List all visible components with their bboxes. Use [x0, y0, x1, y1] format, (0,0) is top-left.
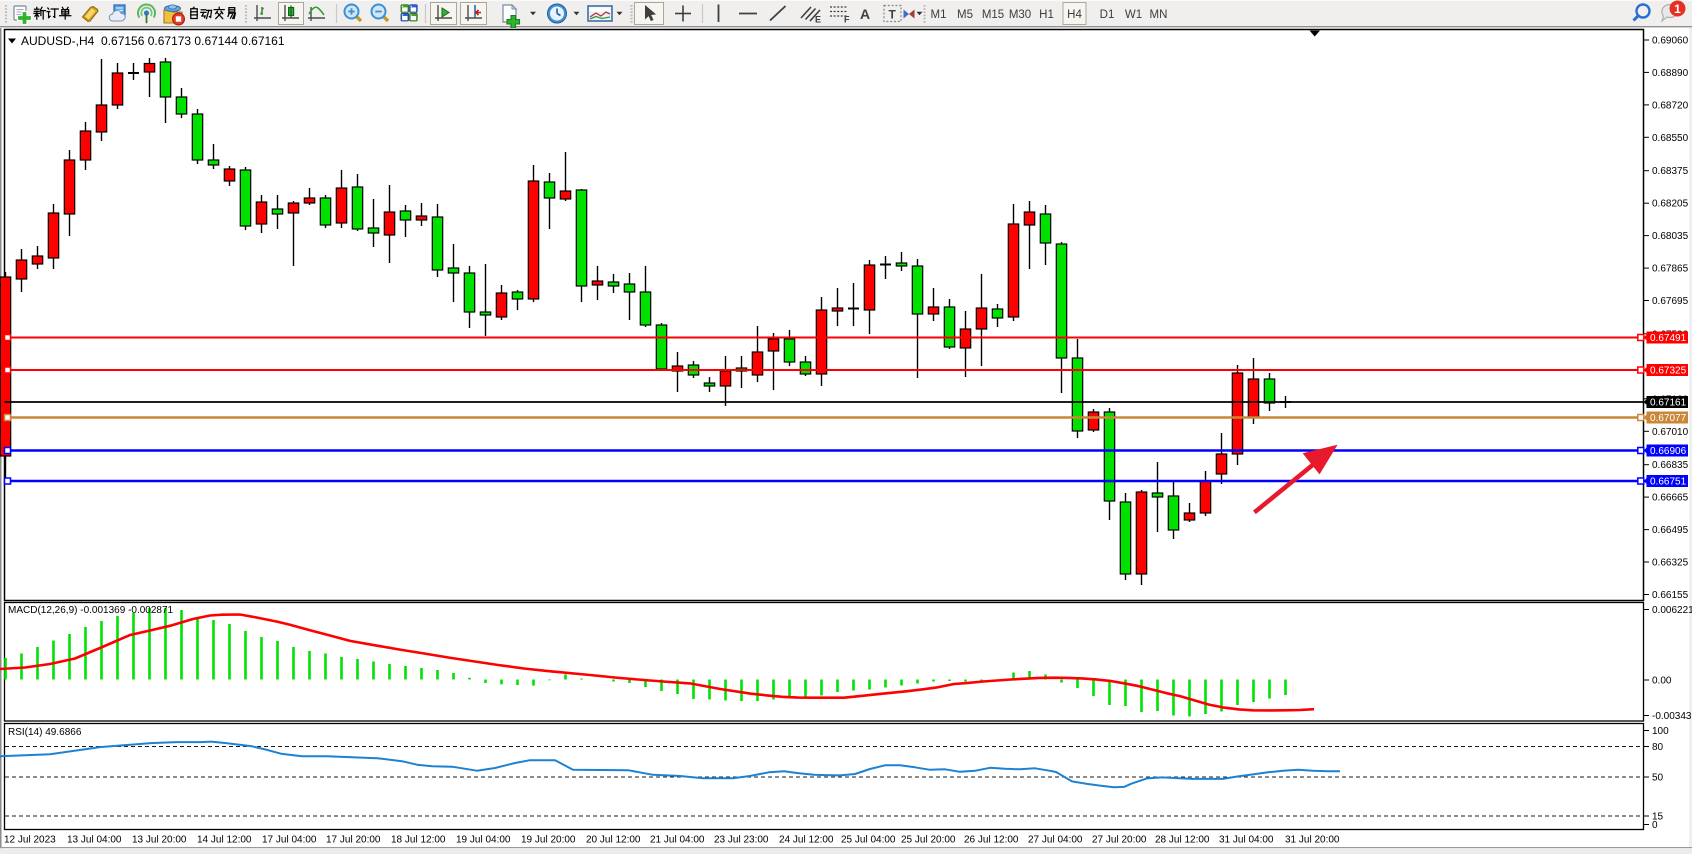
- svg-text:12 Jul 2023: 12 Jul 2023: [4, 835, 56, 846]
- svg-text:21 Jul 04:00: 21 Jul 04:00: [650, 835, 705, 846]
- svg-text:0.66325: 0.66325: [1652, 558, 1689, 569]
- svg-text:17 Jul 20:00: 17 Jul 20:00: [326, 835, 381, 846]
- svg-text:24 Jul 12:00: 24 Jul 12:00: [779, 835, 834, 846]
- svg-text:50: 50: [1652, 773, 1664, 784]
- svg-text:0.69060: 0.69060: [1652, 36, 1689, 47]
- svg-text:0.67325: 0.67325: [1650, 366, 1687, 377]
- svg-text:M5: M5: [957, 9, 973, 21]
- svg-text:0.68890: 0.68890: [1652, 68, 1689, 79]
- svg-text:13 Jul 04:00: 13 Jul 04:00: [67, 835, 122, 846]
- svg-text:100: 100: [1652, 726, 1669, 737]
- svg-text:0.68550: 0.68550: [1652, 133, 1689, 144]
- svg-text:0.66155: 0.66155: [1652, 590, 1689, 601]
- svg-text:23 Jul 23:00: 23 Jul 23:00: [714, 835, 769, 846]
- svg-text:0.66906: 0.66906: [1650, 446, 1687, 457]
- svg-text:25 Jul 04:00: 25 Jul 04:00: [841, 835, 896, 846]
- svg-text:W1: W1: [1125, 9, 1142, 21]
- svg-text:0.68035: 0.68035: [1652, 231, 1689, 242]
- svg-text:14 Jul 12:00: 14 Jul 12:00: [197, 835, 252, 846]
- svg-text:15: 15: [1652, 812, 1664, 823]
- svg-text:0.67161: 0.67161: [1650, 398, 1687, 409]
- svg-text:0.66665: 0.66665: [1652, 493, 1689, 504]
- svg-text:-0.00343: -0.00343: [1652, 711, 1692, 722]
- svg-text:26 Jul 12:00: 26 Jul 12:00: [964, 835, 1019, 846]
- svg-text:E: E: [815, 15, 821, 25]
- svg-text:M30: M30: [1009, 9, 1031, 21]
- svg-text:0.68375: 0.68375: [1652, 166, 1689, 177]
- svg-text:0.67865: 0.67865: [1652, 264, 1689, 275]
- svg-text:0.66751: 0.66751: [1650, 477, 1687, 488]
- svg-text:19 Jul 20:00: 19 Jul 20:00: [521, 835, 576, 846]
- svg-text:31 Jul 20:00: 31 Jul 20:00: [1285, 835, 1340, 846]
- svg-text:18 Jul 12:00: 18 Jul 12:00: [391, 835, 446, 846]
- svg-text:T: T: [889, 8, 897, 22]
- svg-text:RSI(14) 49.6866: RSI(14) 49.6866: [8, 727, 82, 738]
- svg-text:31 Jul 04:00: 31 Jul 04:00: [1219, 835, 1274, 846]
- svg-text:D1: D1: [1100, 9, 1115, 21]
- svg-text:1: 1: [1674, 2, 1681, 16]
- svg-text:27 Jul 04:00: 27 Jul 04:00: [1028, 835, 1083, 846]
- svg-text:13 Jul 20:00: 13 Jul 20:00: [132, 835, 187, 846]
- svg-text:25 Jul 20:00: 25 Jul 20:00: [901, 835, 956, 846]
- svg-text:H4: H4: [1067, 9, 1082, 21]
- svg-text:0.67077: 0.67077: [1650, 413, 1687, 424]
- svg-text:80: 80: [1652, 742, 1664, 753]
- svg-text:0: 0: [1652, 820, 1658, 831]
- svg-text:17 Jul 04:00: 17 Jul 04:00: [262, 835, 317, 846]
- svg-text:H1: H1: [1039, 9, 1054, 21]
- svg-text:F: F: [844, 15, 850, 25]
- svg-text:AUDUSD-,H4 0.67156 0.67173 0.: AUDUSD-,H4 0.67156 0.67173 0.67144 0.671…: [21, 34, 285, 48]
- svg-text:MN: MN: [1150, 9, 1168, 21]
- svg-text:0.006221: 0.006221: [1652, 605, 1692, 616]
- svg-text:27 Jul 20:00: 27 Jul 20:00: [1092, 835, 1147, 846]
- svg-text:19 Jul 04:00: 19 Jul 04:00: [456, 835, 511, 846]
- svg-text:0.66495: 0.66495: [1652, 525, 1689, 536]
- svg-text:0.67491: 0.67491: [1650, 333, 1687, 344]
- svg-text:0.67695: 0.67695: [1652, 296, 1689, 307]
- svg-text:M1: M1: [931, 9, 947, 21]
- svg-text:0.00: 0.00: [1652, 676, 1672, 687]
- svg-text:0.66835: 0.66835: [1652, 460, 1689, 471]
- svg-text:0.67010: 0.67010: [1652, 427, 1689, 438]
- svg-text:20 Jul 12:00: 20 Jul 12:00: [586, 835, 641, 846]
- svg-text:A: A: [860, 6, 870, 22]
- svg-text:28 Jul 12:00: 28 Jul 12:00: [1155, 835, 1210, 846]
- svg-text:0.68205: 0.68205: [1652, 199, 1689, 210]
- svg-text:M15: M15: [982, 9, 1004, 21]
- svg-text:MACD(12,26,9) -0.001369 -0.002: MACD(12,26,9) -0.001369 -0.002871: [8, 605, 174, 616]
- svg-text:0.68720: 0.68720: [1652, 100, 1689, 111]
